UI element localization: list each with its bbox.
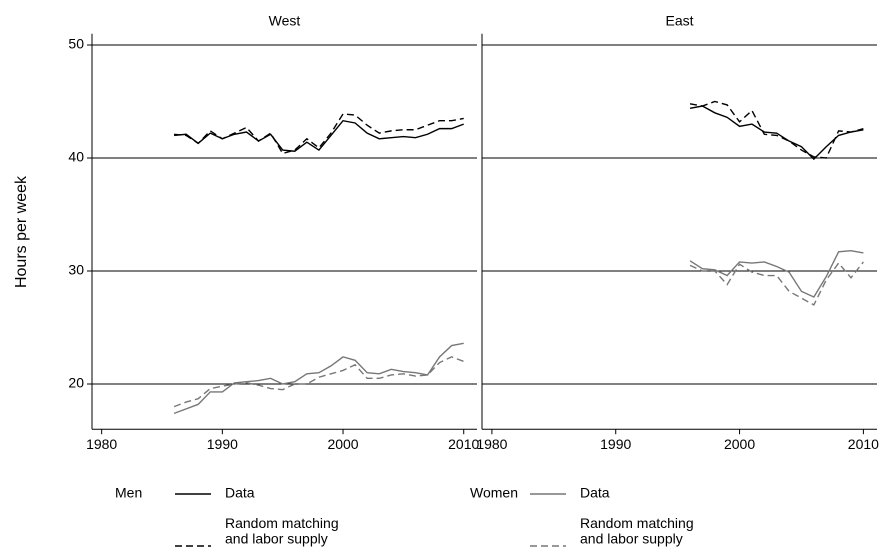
series-line <box>689 261 864 306</box>
legend-group: Women <box>470 485 518 501</box>
series-line <box>689 249 864 298</box>
x-tick-label: 1990 <box>600 436 631 452</box>
y-tick-label: 30 <box>68 262 84 278</box>
x-tick-label: 2000 <box>724 436 755 452</box>
y-tick-label: 50 <box>68 36 84 52</box>
x-tick-label: 2010 <box>848 436 879 452</box>
y-axis-label: Hours per week <box>13 175 30 288</box>
legend-group: Men <box>115 485 142 501</box>
series-line <box>173 356 464 408</box>
legend-label: Random matching and labor supply <box>580 515 694 546</box>
x-tick-label: 2010 <box>448 436 479 452</box>
x-tick-label: 2000 <box>327 436 358 452</box>
legend-label: Data <box>225 485 255 501</box>
legend-label: Random matching and labor supply <box>225 515 339 546</box>
series-line <box>174 113 464 155</box>
panel-title: West <box>269 13 301 29</box>
panel-title: East <box>665 13 693 29</box>
series-line <box>174 119 464 152</box>
x-tick-label: 1980 <box>86 436 117 452</box>
x-tick-label: 1980 <box>476 436 507 452</box>
series-line <box>173 342 464 415</box>
y-tick-label: 40 <box>68 149 84 165</box>
x-tick-label: 1990 <box>207 436 238 452</box>
y-tick-label: 20 <box>68 375 84 391</box>
legend-label: Data <box>580 485 610 501</box>
series-line <box>689 100 864 159</box>
